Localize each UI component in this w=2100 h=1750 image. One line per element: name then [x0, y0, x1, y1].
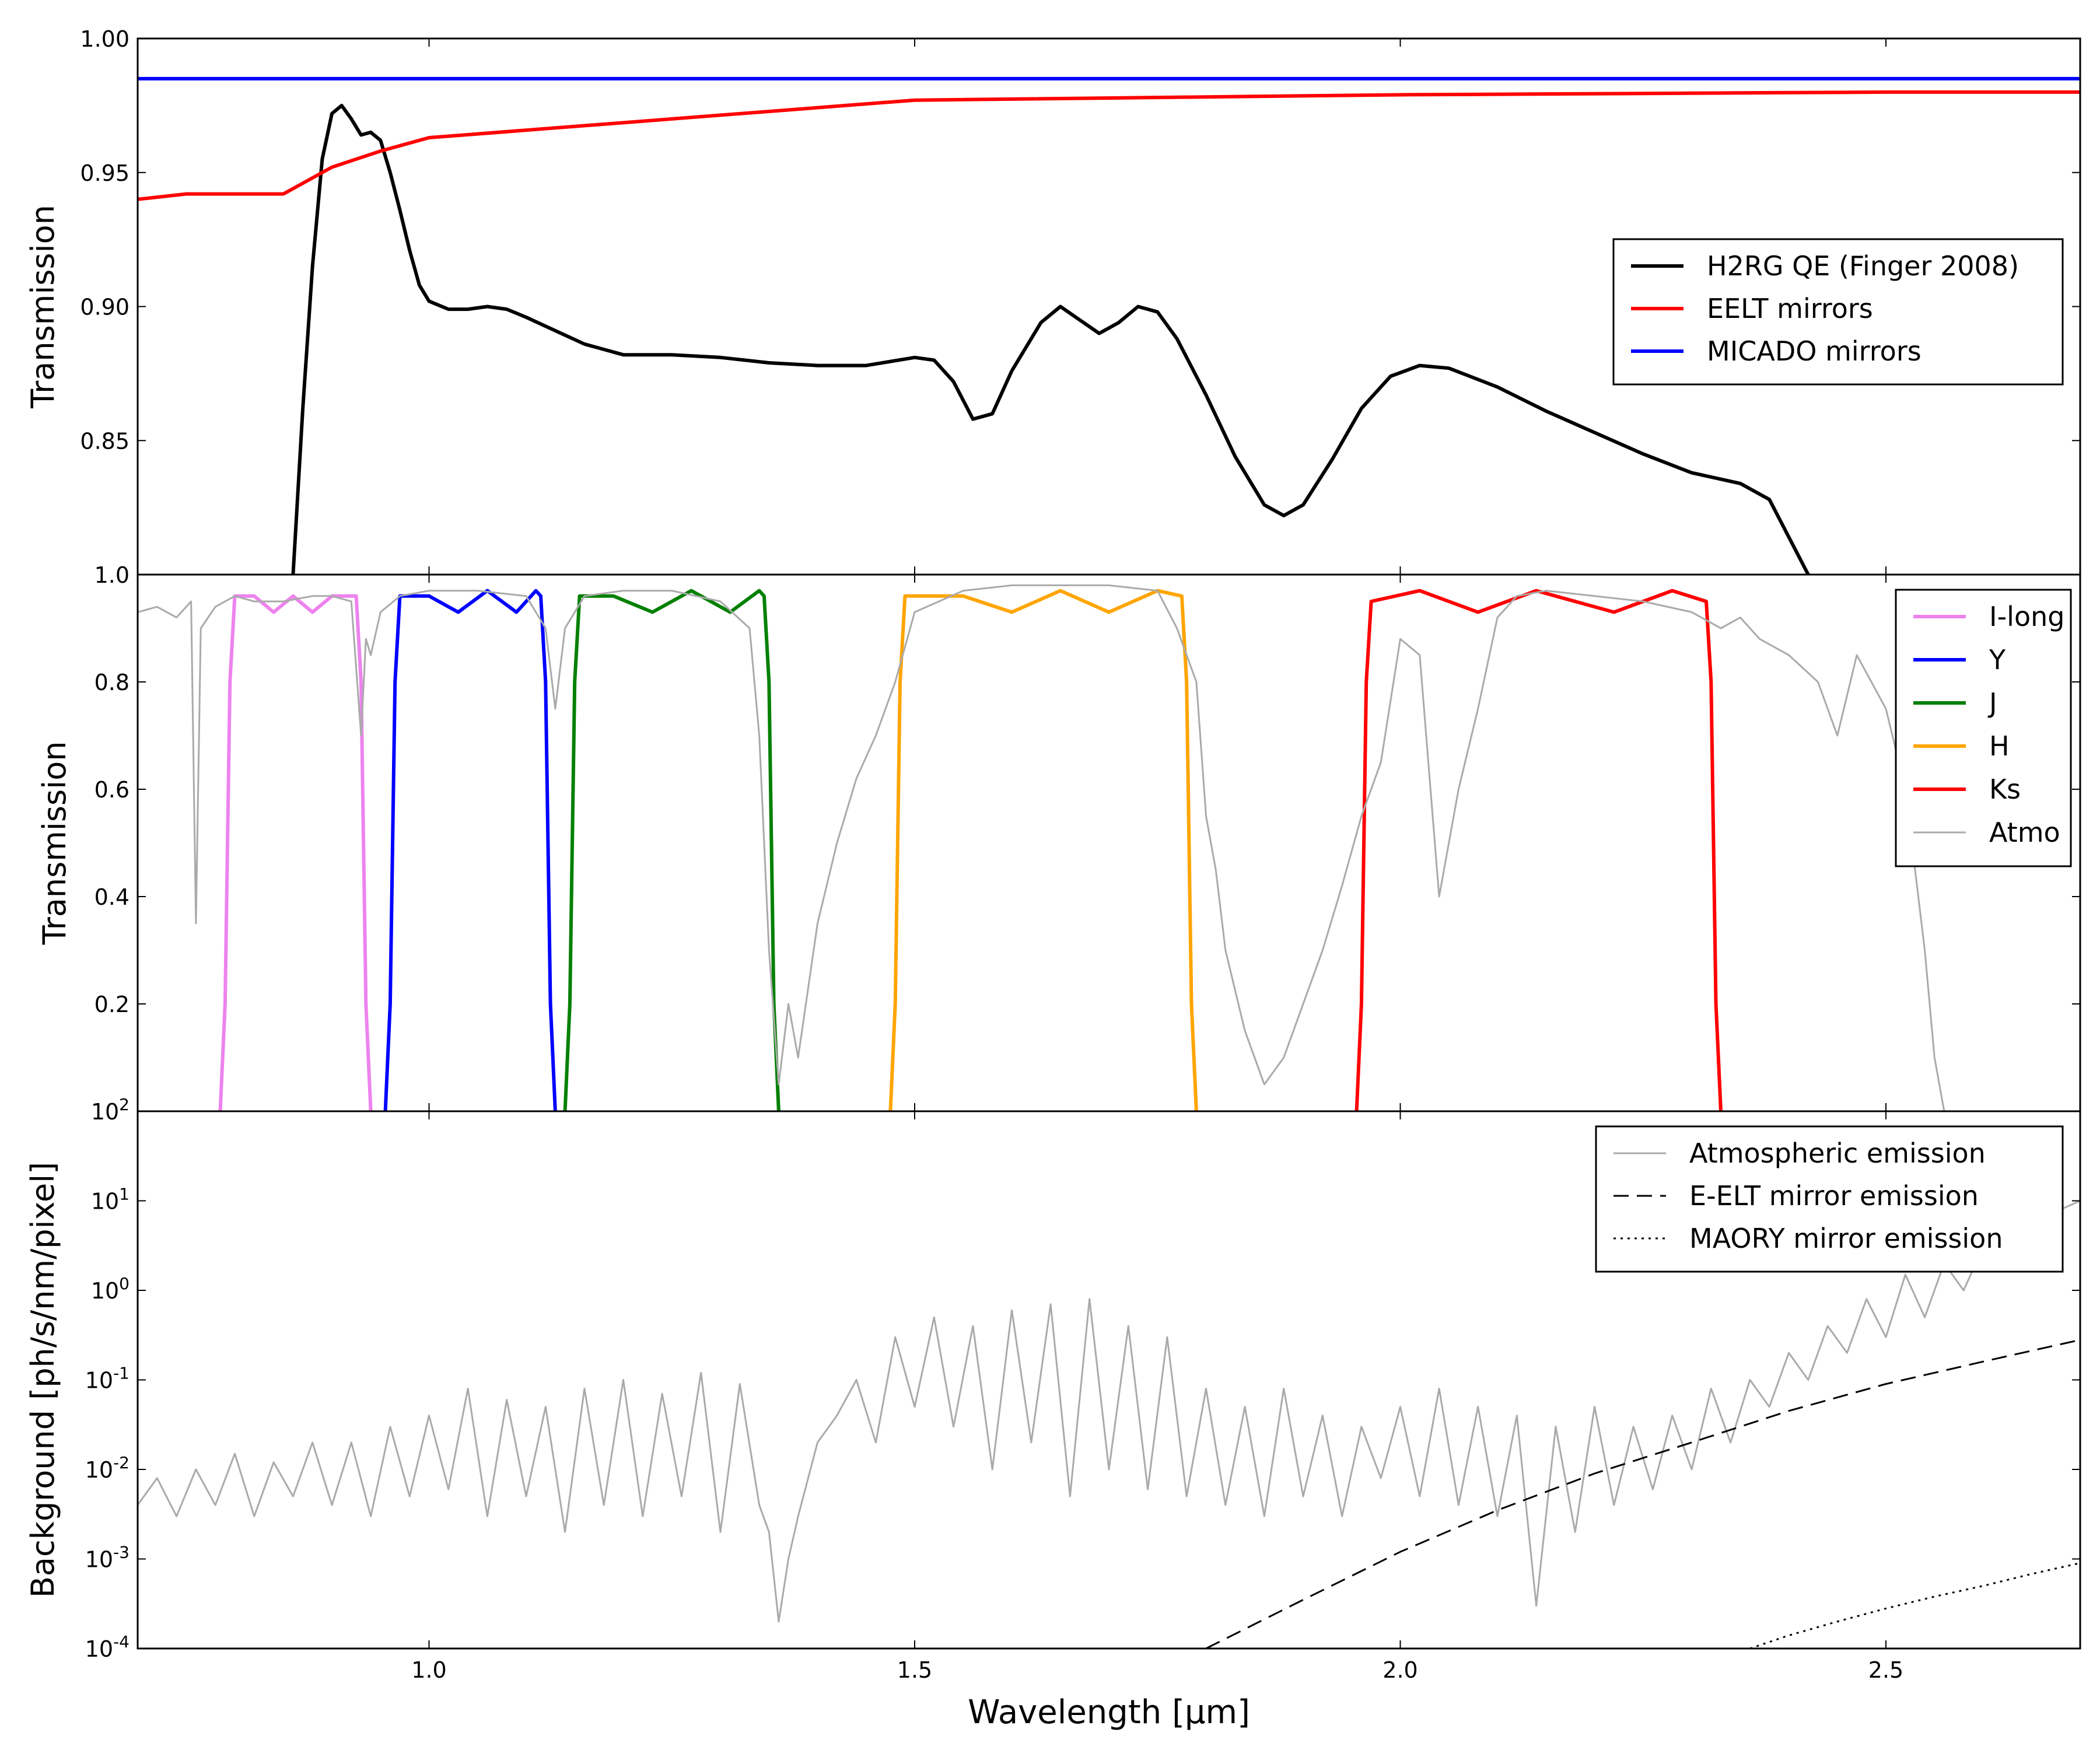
y-tick-label-exponent: -3	[113, 1543, 130, 1562]
series-line-j	[563, 589, 780, 1111]
y-tick-label: 100	[91, 1274, 130, 1304]
y-tick-label-exponent: 0	[119, 1274, 130, 1293]
series-line-atmospheric-emission	[138, 1200, 2080, 1623]
series-line-eelt-mirrors	[138, 90, 2080, 201]
legend-box	[1612, 238, 2064, 386]
y-tick-label-base: 10	[85, 1368, 113, 1394]
legend-label: Atmospheric emission	[1689, 1138, 1986, 1169]
y-tick-label: 10-2	[85, 1453, 130, 1483]
y-tick-label: 0.2	[94, 992, 130, 1017]
y-tick-label: 0.4	[94, 884, 130, 910]
legend: Atmospheric emission E-ELT mirror emissio…	[1595, 1125, 2064, 1273]
y-tick-label: 10-4	[85, 1632, 130, 1662]
y-tick-label-exponent: -1	[113, 1364, 130, 1383]
x-tick-label: 1.5	[897, 1657, 932, 1683]
y-tick-label: 0.6	[94, 777, 130, 803]
y-tick-label-exponent: 1	[119, 1185, 130, 1204]
series-line-h	[888, 589, 1198, 1111]
legend-label: H2RG QE (Finger 2008)	[1707, 250, 2019, 282]
y-tick-label-base: 10	[85, 1547, 113, 1573]
y-tick-label: 0.8	[94, 670, 130, 695]
x-tick-label: 2.0	[1382, 1657, 1418, 1683]
legend-label: MAORY mirror emission	[1689, 1223, 2003, 1254]
legend-label: Ks	[1989, 774, 2021, 805]
series-line-e-elt-mirror-emission	[1205, 1339, 2080, 1648]
y-tick-label-exponent: -2	[113, 1453, 130, 1472]
legend-box	[1895, 589, 2072, 867]
y-tick-label-base: 10	[85, 1457, 113, 1483]
y-tick-label: 10-1	[85, 1364, 130, 1394]
y-tick-label-exponent: 2	[119, 1095, 130, 1114]
y-tick-label: 0.95	[80, 160, 130, 186]
legend-label: H	[1989, 730, 2010, 762]
legend-box	[1595, 1125, 2064, 1273]
x-tick-label: 2.5	[1868, 1657, 1903, 1683]
y-tick-label: 101	[91, 1185, 130, 1214]
legend: I-long YJH Ks Atmo	[1895, 589, 2072, 867]
x-axis-label: Wavelength [μm]	[968, 1693, 1250, 1731]
x-tick-label: 1.0	[411, 1657, 446, 1683]
legend-label: Y	[1989, 644, 2006, 676]
y-tick-label-base: 10	[91, 1099, 119, 1125]
y-tick-label-base: 10	[91, 1278, 119, 1304]
legend: H2RG QE (Finger 2008) EELT mirrors MICADO …	[1612, 238, 2064, 386]
legend-label: Atmo	[1989, 817, 2060, 848]
y-tick-label-base: 10	[91, 1189, 119, 1214]
series-line-y	[383, 589, 557, 1111]
y-tick-label: 0.90	[80, 295, 130, 320]
y-axis-label: Transmission	[36, 741, 73, 946]
y-tick-label-base: 10	[85, 1636, 113, 1662]
y-axis-label: Transmission	[24, 205, 61, 409]
panel-2: 0.2 0.4 0.6 0.8 1.0 Transmission I-long YJH Ks At…	[36, 562, 2081, 1112]
y-tick-label: 1.0	[94, 562, 130, 588]
series-line-i-long	[218, 594, 373, 1111]
y-tick-label: 10-3	[85, 1543, 130, 1573]
series-line-h2rg-qe-finger-2008-	[291, 103, 1810, 575]
series-line-ks	[1354, 589, 1723, 1111]
series-line-maory-mirror-emission	[1749, 1562, 2080, 1648]
legend-label: E-ELT mirror emission	[1689, 1180, 1979, 1212]
legend-label: I-long	[1989, 601, 2064, 632]
y-tick-label: 1.00	[80, 26, 130, 52]
legend-label: MICADO mirrors	[1707, 335, 1922, 367]
y-axis-label: Background [ph/s/nm/pixel]	[24, 1162, 61, 1598]
y-tick-label: 0.85	[80, 428, 130, 454]
legend-label: J	[1987, 687, 1997, 719]
series-line-atmo	[138, 584, 1945, 1111]
y-tick-label-exponent: -4	[113, 1632, 130, 1651]
legend-label: EELT mirrors	[1707, 293, 1873, 324]
panel-1: 0.85 0.90 0.95 1.00 Transmission H2RG QE (Fin…	[24, 26, 2081, 576]
y-tick-label: 102	[91, 1095, 130, 1125]
